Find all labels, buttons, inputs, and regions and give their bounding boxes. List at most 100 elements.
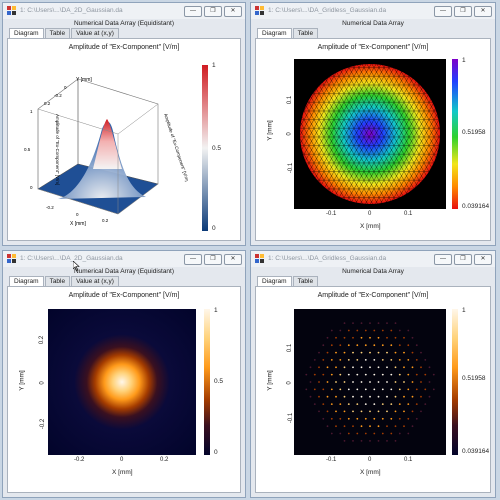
sample-point xyxy=(364,403,367,405)
z-axis-title-right: Amplitude of "Ex-Component" [V/m] xyxy=(163,113,188,182)
y-tick: 0.2 xyxy=(39,335,46,345)
close-button[interactable]: ✕ xyxy=(474,254,492,265)
z-tick: 0.5 xyxy=(24,147,31,152)
tab-table[interactable]: Table xyxy=(292,276,319,286)
diagram-panel: Amplitude of "Ex-Component" [V/m] 1 0.51… xyxy=(255,286,491,493)
sample-point xyxy=(322,403,325,405)
sample-point xyxy=(326,381,329,383)
y-tick: -0.1 xyxy=(288,162,295,174)
sample-point xyxy=(305,388,308,391)
plot-title: Amplitude of "Ex-Component" [V/m] xyxy=(68,292,180,299)
colorbar-mid-label: 0.5 xyxy=(214,378,224,385)
minimize-button[interactable]: — xyxy=(434,254,452,265)
sample-point xyxy=(369,322,371,324)
restore-button[interactable]: ❐ xyxy=(204,6,222,17)
colorbar xyxy=(204,309,210,455)
title-bar[interactable]: 1: C:\Users\...\DA_2D_Gaussian.da — ❐ ✕ xyxy=(3,251,245,271)
plot-area[interactable] xyxy=(294,59,446,209)
sample-point xyxy=(424,388,427,391)
sample-point xyxy=(411,336,414,339)
window-2d-gaussian-3d[interactable]: 1: C:\Users\...\DA_2D_Gaussian.da — ❐ ✕ … xyxy=(2,2,246,246)
tab-diagram[interactable]: Diagram xyxy=(9,28,44,38)
minimize-button[interactable]: — xyxy=(184,6,202,17)
sample-point xyxy=(394,440,397,442)
document-type: Numerical Data Array (Equidistant) xyxy=(73,268,175,275)
sample-point xyxy=(428,366,431,369)
tab-value-at-xy[interactable]: Value at (x,y) xyxy=(71,28,119,38)
sample-point xyxy=(394,381,397,383)
window-title: 1: C:\Users\...\DA_2D_Gaussian.da xyxy=(20,7,123,14)
sample-point xyxy=(381,329,384,332)
sample-point xyxy=(343,366,346,369)
tab-diagram[interactable]: Diagram xyxy=(257,28,292,38)
heatmap-plot[interactable] xyxy=(48,309,196,455)
sample-point xyxy=(356,403,359,405)
sample-point xyxy=(360,381,363,383)
sample-point xyxy=(313,359,316,361)
x-axis-label: X [mm] xyxy=(360,223,381,230)
sample-point xyxy=(394,395,397,398)
sample-point xyxy=(360,322,363,324)
sample-point xyxy=(415,359,418,361)
sample-point xyxy=(343,425,346,428)
title-bar[interactable]: 1: C:\Users\...\DA_Gridless_Gaussian.da … xyxy=(251,3,495,19)
plot-title: Amplitude of "Ex-Component" [V/m] xyxy=(317,292,429,299)
sample-point xyxy=(352,351,354,354)
sample-point xyxy=(330,329,333,332)
sample-point xyxy=(403,336,405,339)
sample-point xyxy=(335,425,337,428)
sample-point xyxy=(343,336,346,339)
sample-point xyxy=(411,425,414,428)
sample-point xyxy=(309,381,312,383)
surface-plot-3d[interactable]: X [mm] Y [mm] -0.2 0 0.2 -0.2 0 0.2 0 0.… xyxy=(18,69,188,229)
restore-button[interactable]: ❐ xyxy=(454,254,472,265)
minimize-button[interactable]: — xyxy=(434,6,452,17)
restore-button[interactable]: ❐ xyxy=(454,6,472,17)
sample-point xyxy=(369,395,371,398)
window-gridless-gaussian-mesh[interactable]: 1: C:\Users\...\DA_Gridless_Gaussian.da … xyxy=(250,2,496,246)
sample-point xyxy=(352,440,354,442)
sample-point xyxy=(420,366,422,369)
restore-button[interactable]: ❐ xyxy=(204,254,222,265)
colorbar-mid-label: 0.51958 xyxy=(462,129,486,136)
sample-point xyxy=(381,417,384,420)
sample-point xyxy=(322,344,325,347)
sample-point xyxy=(318,366,320,369)
sample-point xyxy=(386,351,388,354)
sample-point xyxy=(364,373,367,376)
tab-diagram[interactable]: Diagram xyxy=(9,276,44,286)
sample-point xyxy=(390,388,393,391)
sample-point xyxy=(424,359,427,361)
plot-area[interactable] xyxy=(294,309,446,455)
x-tick: -0.2 xyxy=(74,457,85,463)
sample-point xyxy=(369,351,371,354)
sample-point xyxy=(352,410,354,413)
sample-point xyxy=(347,388,350,391)
tab-table[interactable]: Table xyxy=(44,276,71,286)
title-bar[interactable]: 1: C:\Users\...\DA_Gridless_Gaussian.da … xyxy=(251,251,495,267)
sample-point xyxy=(403,381,405,383)
colorbar-min-label: 0 xyxy=(214,449,218,456)
x-tick: 0.2 xyxy=(102,218,109,223)
close-button[interactable]: ✕ xyxy=(224,6,242,17)
sample-point xyxy=(360,351,363,354)
title-bar[interactable]: 1: C:\Users\...\DA_2D_Gaussian.da — ❐ ✕ xyxy=(3,3,245,19)
tab-table[interactable]: Table xyxy=(292,28,319,38)
sample-point xyxy=(356,359,359,361)
minimize-button[interactable]: — xyxy=(184,254,202,265)
close-button[interactable]: ✕ xyxy=(224,254,242,265)
sample-point xyxy=(322,373,325,376)
close-button[interactable]: ✕ xyxy=(474,6,492,17)
tab-value-at-xy[interactable]: Value at (x,y) xyxy=(71,276,119,286)
tab-diagram[interactable]: Diagram xyxy=(257,276,292,286)
window-gridless-gaussian-points[interactable]: 1: C:\Users\...\DA_Gridless_Gaussian.da … xyxy=(250,250,496,498)
sample-point xyxy=(428,381,431,383)
window-title: 1: C:\Users\...\DA_2D_Gaussian.da xyxy=(20,255,123,262)
window-2d-gaussian-heatmap[interactable]: 1: C:\Users\...\DA_2D_Gaussian.da — ❐ ✕ … xyxy=(2,250,246,498)
sample-point xyxy=(330,403,333,405)
tab-table[interactable]: Table xyxy=(44,28,71,38)
sample-point xyxy=(415,417,418,420)
sample-point xyxy=(403,395,405,398)
sample-point xyxy=(330,388,333,391)
plot-title: Amplitude of "Ex-Component" [V/m] xyxy=(68,44,180,51)
